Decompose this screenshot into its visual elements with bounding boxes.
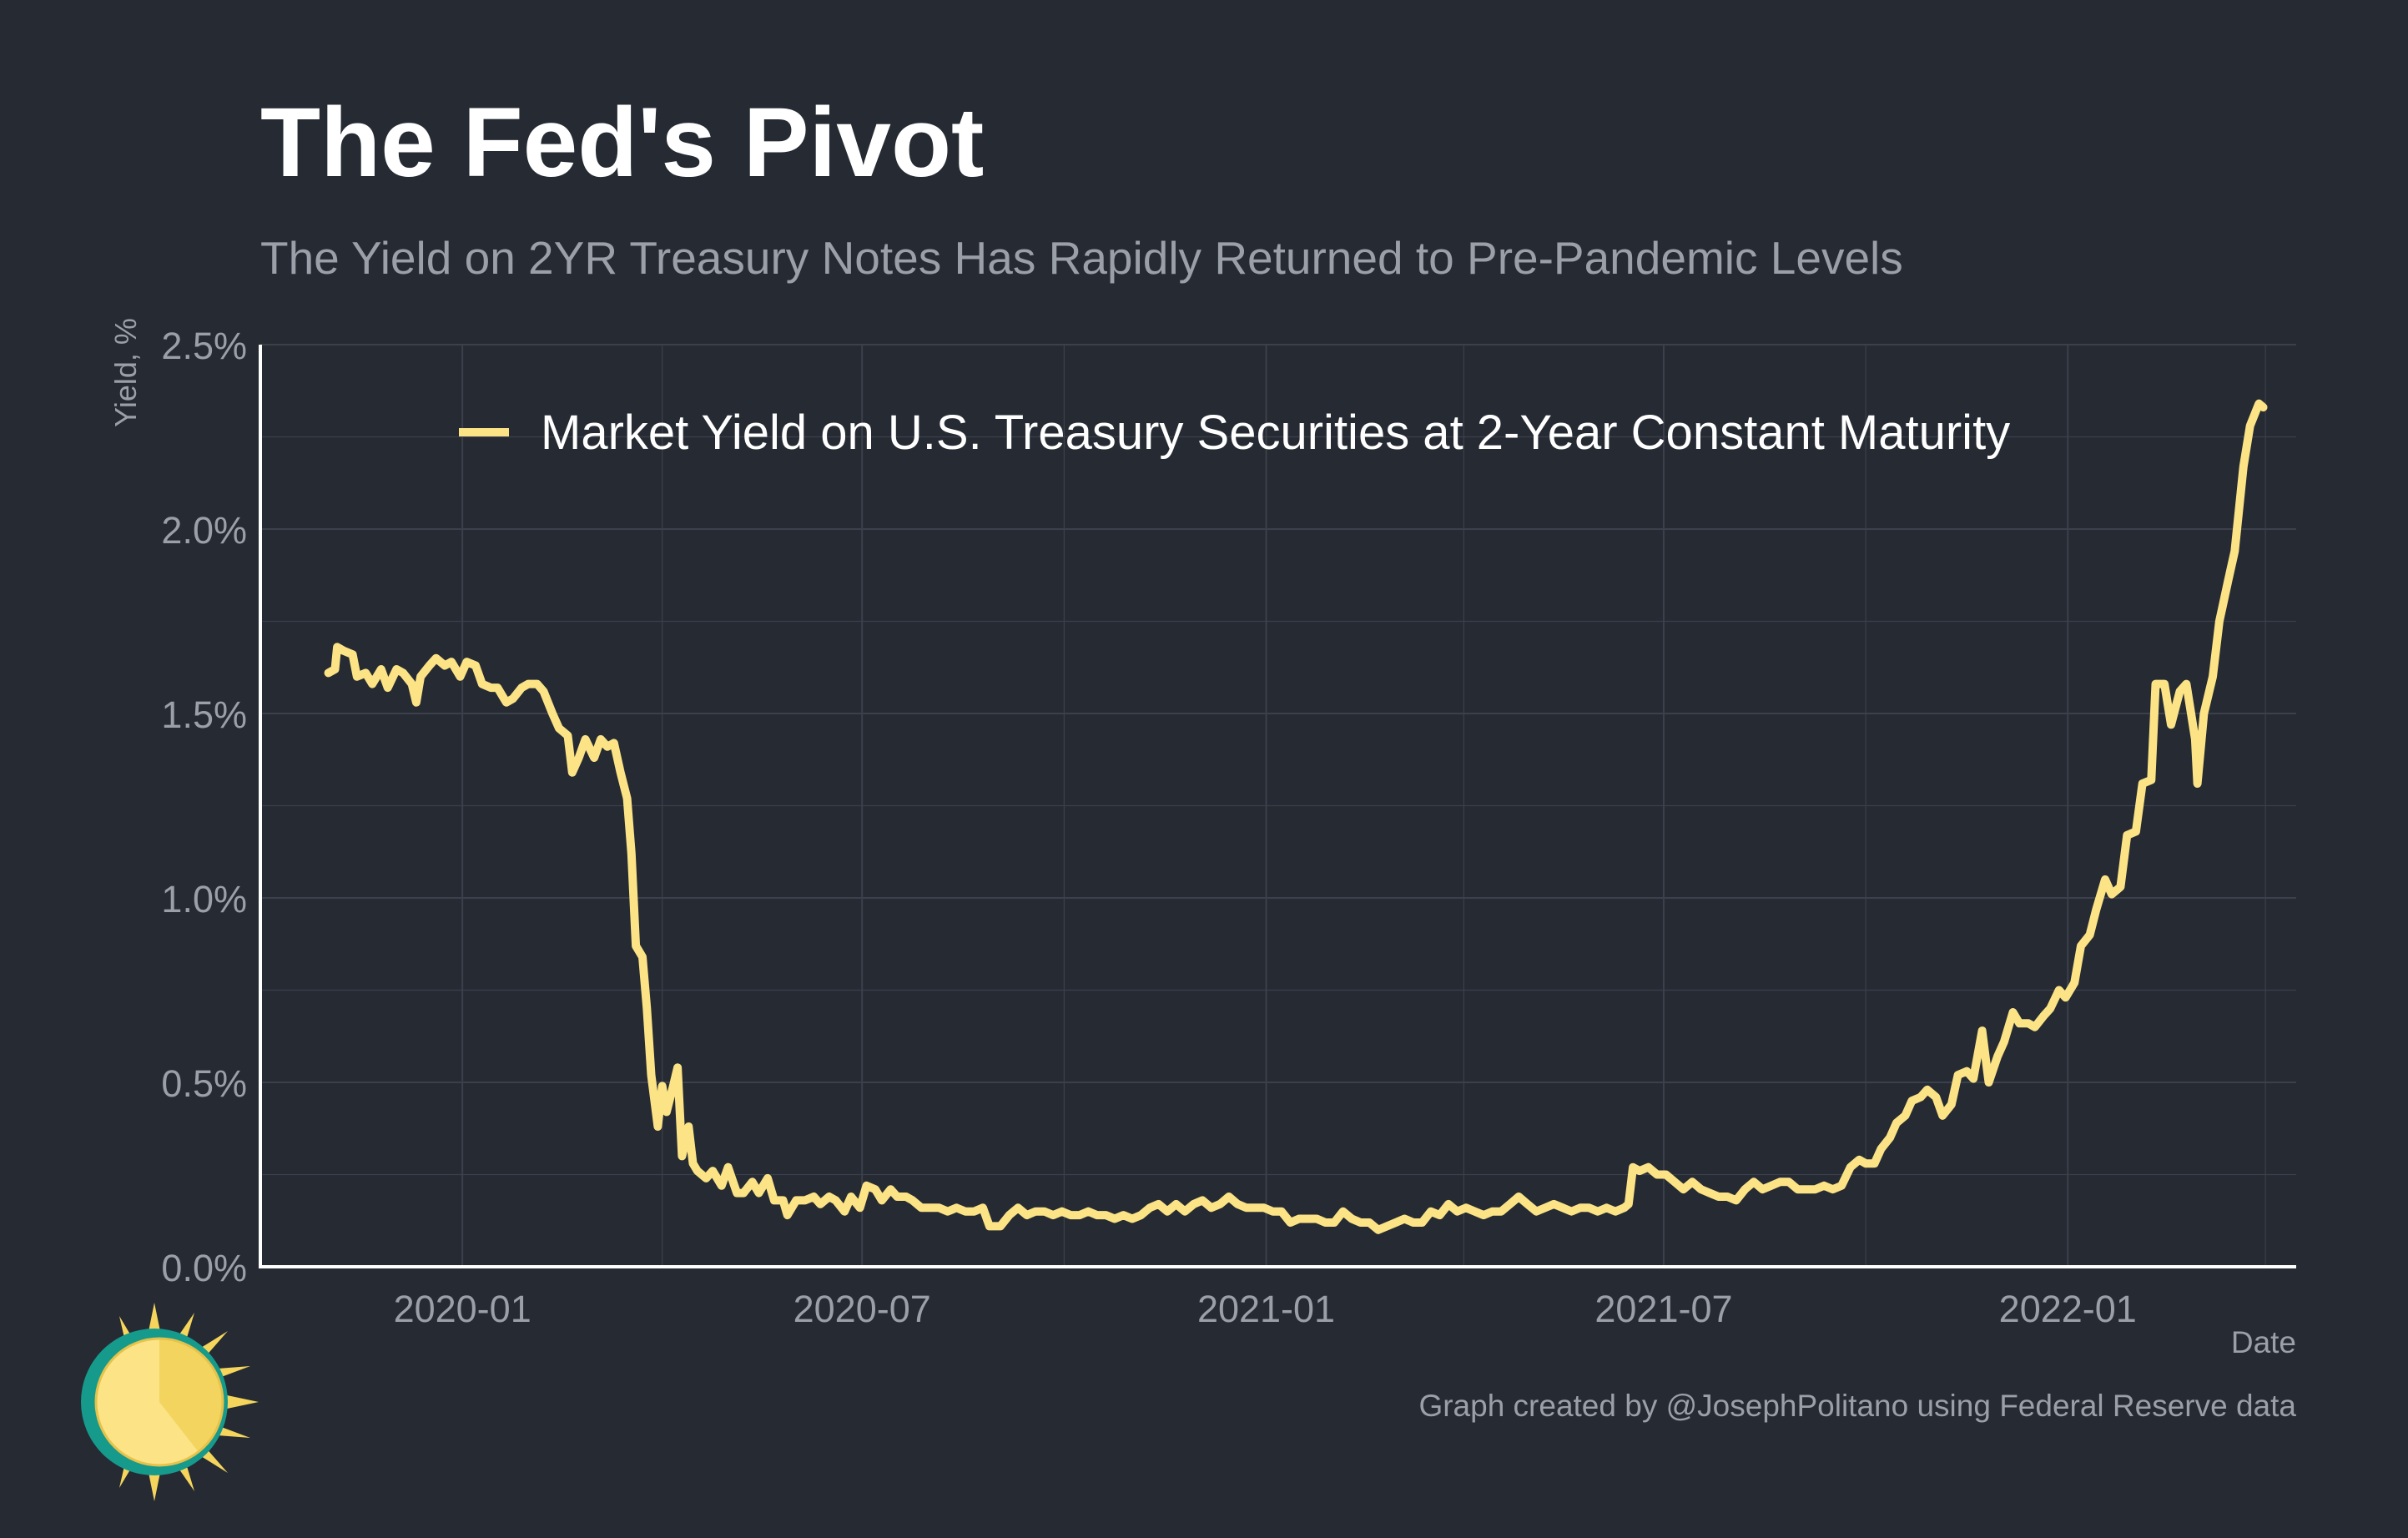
series-line (324, 399, 2268, 1234)
legend: Market Yield on U.S. Treasury Securities… (459, 406, 2010, 460)
legend-label: Market Yield on U.S. Treasury Securities… (541, 406, 2010, 460)
y-tick-label: 0.5% (161, 1062, 247, 1105)
y-tick-label: 0.0% (161, 1247, 247, 1289)
x-tick-label: 2022-01 (1999, 1288, 2137, 1330)
x-tick-label: 2021-01 (1197, 1288, 1335, 1330)
x-tick-label: 2020-01 (394, 1288, 531, 1330)
y-tick-label: 1.0% (161, 878, 247, 920)
y-tick-label: 2.5% (161, 325, 247, 367)
source-caption: Graph created by @JosephPolitano using F… (1418, 1389, 2296, 1423)
x-axis-title: Date (2231, 1325, 2296, 1359)
y-tick-label: 2.0% (161, 509, 247, 552)
x-tick-label: 2021-07 (1594, 1288, 1732, 1330)
x-tick-label: 2020-07 (793, 1288, 931, 1330)
chart-subtitle: The Yield on 2YR Treasury Notes Has Rapi… (260, 232, 1903, 284)
grid (259, 344, 2296, 1268)
sun-logo-icon (81, 1303, 259, 1501)
series-layer (324, 399, 2268, 1234)
chart-title: The Fed's Pivot (260, 88, 985, 198)
y-tick-label: 1.5% (161, 693, 247, 736)
axes (259, 345, 2296, 1268)
y-axis-title: Yield, % (108, 318, 143, 427)
axis-labels: 0.0% 0.5% 1.0% 1.5% 2.0% 2.5% 2020-01 2020-07 20… (108, 318, 2296, 1359)
